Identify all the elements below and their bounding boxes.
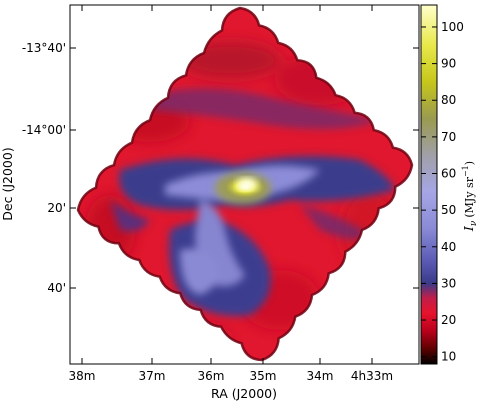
colorbar-tick-label: 30: [441, 276, 456, 290]
y-tick-label: 40': [47, 281, 66, 295]
colorbar-tick-label: 50: [441, 203, 456, 217]
colorbar-tick-label: 90: [441, 57, 456, 71]
map-edge: [76, 6, 414, 362]
map-panel: [69, 4, 420, 365]
x-tick-label: 4h33m: [351, 369, 393, 383]
x-axis-title: RA (J2000): [211, 386, 277, 401]
colorbar: 10 20 30 40 50 60 70 80 90 100 Iν (MJy sr−1): [420, 4, 479, 365]
x-tick-label: 35m: [250, 369, 277, 383]
colorbar-title-symbol: I: [461, 225, 476, 232]
y-tick-label: 20': [47, 201, 66, 215]
colorbar-scale: [420, 4, 438, 365]
x-tick-label: 38m: [69, 369, 96, 383]
colorbar-title: Iν (MJy sr−1): [461, 161, 479, 232]
x-tick-label: 34m: [307, 369, 334, 383]
y-tick-label: -13°40': [22, 41, 66, 55]
colorbar-ticks: 10 20 30 40 50 60 70 80 90 100: [421, 20, 464, 364]
colorbar-tick-label: 70: [441, 130, 456, 144]
x-tick-labels: 38m 37m 36m 35m 34m 4h33m: [69, 369, 394, 383]
colorbar-title-exponent: −1: [461, 165, 470, 177]
y-tick-label: -14°00': [22, 123, 66, 137]
colorbar-title-units: (MJy sr: [463, 176, 476, 217]
colorbar-title-close: ): [463, 161, 476, 165]
colorbar-tick-label: 80: [441, 93, 456, 107]
colorbar-tick-label: 20: [441, 313, 456, 327]
emission-peak: [215, 172, 271, 204]
x-tick-label: 36m: [198, 369, 225, 383]
colorbar-title-subscript: ν: [469, 220, 479, 226]
map-ticks: [70, 5, 419, 364]
colorbar-tick-label: 60: [441, 167, 456, 181]
map-frame: [69, 4, 420, 365]
colorbar-tick-label: 100: [441, 20, 464, 34]
x-tick-label: 37m: [139, 369, 166, 383]
y-tick-labels: -13°40' -14°00' 20' 40': [22, 41, 66, 295]
y-axis-title: Dec (J2000): [0, 147, 15, 220]
colorbar-tick-label: 40: [441, 240, 456, 254]
colorbar-tick-label: 10: [441, 350, 456, 364]
